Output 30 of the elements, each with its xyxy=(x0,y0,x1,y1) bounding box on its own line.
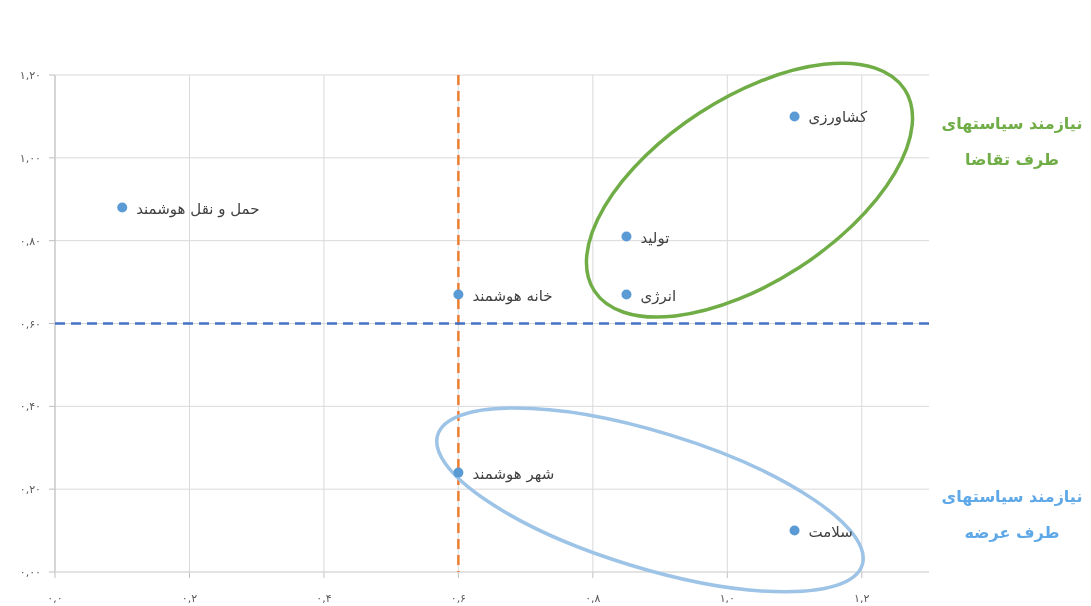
point xyxy=(789,525,800,536)
point xyxy=(453,289,464,300)
y-tick-label: ۰,۲۰ xyxy=(19,483,41,497)
annotation: کشاورزی xyxy=(808,108,868,127)
annotation: حمل و نقل هوشمند xyxy=(136,199,260,218)
annotation: خانه هوشمند xyxy=(472,286,553,305)
annotation: شهر هوشمند xyxy=(472,464,555,483)
x-tick-label: ۰,۲ xyxy=(181,592,198,605)
point xyxy=(117,202,128,213)
point xyxy=(621,289,632,300)
y-tick-label: ۰,۰۰ xyxy=(19,566,41,579)
annotation: انرژی xyxy=(640,286,677,305)
x-tick-label: ۱,۲ xyxy=(854,592,870,605)
x-tick-label: ۰,۴ xyxy=(316,592,332,605)
y-tick-label: ۰,۴۰ xyxy=(19,400,41,414)
y-tick-label: ۱,۲۰ xyxy=(19,69,41,82)
point xyxy=(453,467,464,478)
text: نیازمند سیاستهای طرف تقاضا xyxy=(941,114,1083,170)
x-tick-label: ۰,۰ xyxy=(47,592,63,605)
annotation: سلامت xyxy=(808,522,853,541)
x-tick-label: ۱,۰ xyxy=(719,592,735,605)
y-tick-label: ۱,۰۰ xyxy=(19,151,41,165)
x-tick-label: ۰,۶ xyxy=(450,592,467,605)
point xyxy=(621,231,632,242)
text: نیازمند سیاستهای طرف عرضه xyxy=(941,486,1083,542)
x-tick-label: ۰,۸ xyxy=(585,592,601,605)
point xyxy=(789,111,800,122)
y-tick-label: ۰,۶۰ xyxy=(19,317,41,331)
y-tick-label: ۰,۸۰ xyxy=(19,234,41,248)
annotation: تولید xyxy=(640,228,670,247)
